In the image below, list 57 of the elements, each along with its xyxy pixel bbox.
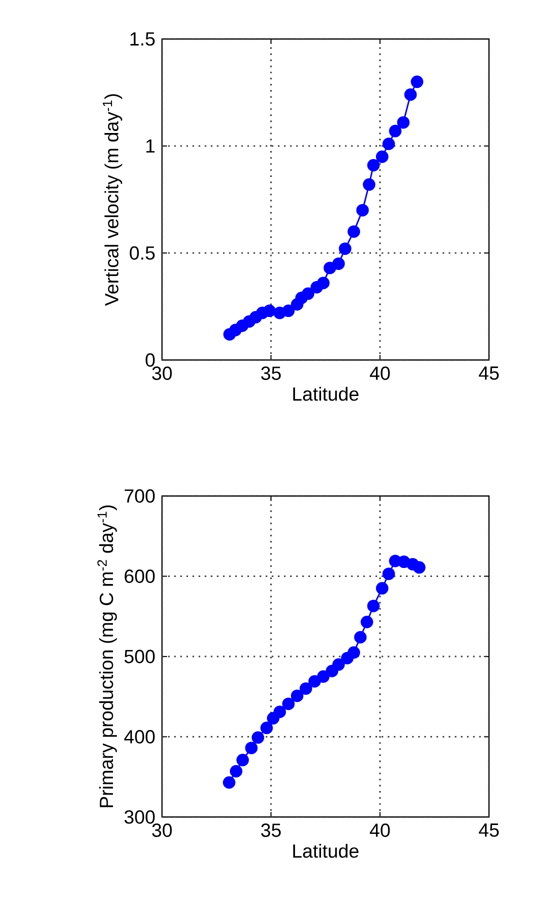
y-tick-label: 0 (146, 353, 155, 367)
point (376, 150, 388, 163)
point (356, 204, 369, 216)
point (382, 138, 395, 150)
x-axis-title: Latitude (293, 386, 358, 401)
point (382, 568, 395, 580)
y-tick-label: 600 (124, 570, 155, 583)
point (376, 582, 388, 595)
x-tick-label: 30 (152, 824, 172, 837)
point (273, 706, 286, 718)
point (332, 257, 345, 270)
point (300, 682, 312, 695)
point (263, 304, 276, 318)
y-tick-label: 1.5 (130, 32, 155, 46)
x-tick-label: 40 (370, 824, 390, 837)
point (252, 731, 264, 744)
point (367, 159, 380, 172)
point (282, 304, 295, 318)
x-axis-title: Latitude (293, 844, 358, 858)
point (412, 561, 426, 574)
point (354, 630, 367, 644)
x-tick-label: 45 (478, 824, 499, 837)
point (332, 658, 345, 671)
point (222, 776, 236, 789)
point (230, 765, 242, 778)
point (410, 76, 424, 88)
y-tick-label: 500 (124, 650, 155, 664)
point (290, 690, 304, 702)
point (367, 600, 380, 612)
point (302, 287, 314, 300)
x-tick-label: 45 (478, 366, 499, 380)
y-tick-label: 300 (124, 810, 155, 824)
point (245, 742, 258, 754)
x-tick-label: 35 (261, 824, 281, 837)
point (338, 242, 352, 255)
point (236, 754, 249, 766)
point (397, 116, 410, 129)
point (348, 225, 360, 238)
point (362, 178, 376, 191)
point (317, 276, 330, 290)
point (317, 670, 330, 683)
point (360, 616, 374, 628)
point (308, 675, 321, 688)
y-tick-label: 700 (124, 489, 155, 503)
x-tick-label: 40 (370, 366, 390, 380)
point (260, 722, 273, 734)
y-axis-title: Primary production (mg C m$^{-2}$ day$^{-1}$) (97, 505, 117, 808)
point (348, 646, 360, 659)
x-tick-label: 30 (152, 366, 172, 380)
point (282, 698, 295, 710)
point (404, 88, 417, 101)
y-tick-label: 0.5 (130, 246, 155, 260)
y-axis-title: Vertical velocity (m day$^{-1}$) (102, 94, 122, 306)
x-tick-label: 35 (261, 366, 281, 380)
y-tick-label: 1 (146, 139, 155, 153)
point (389, 124, 402, 138)
y-tick-label: 400 (124, 730, 155, 744)
